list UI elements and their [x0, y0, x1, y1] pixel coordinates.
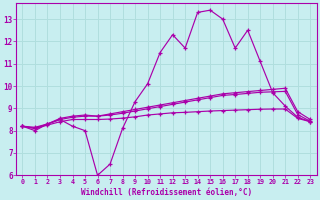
X-axis label: Windchill (Refroidissement éolien,°C): Windchill (Refroidissement éolien,°C) — [81, 188, 252, 197]
